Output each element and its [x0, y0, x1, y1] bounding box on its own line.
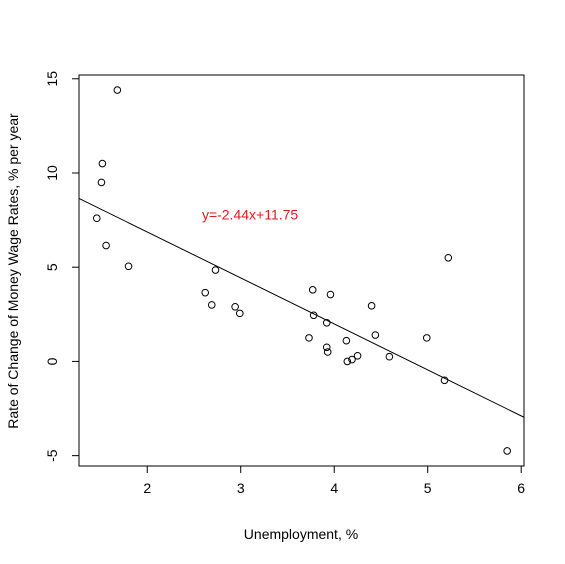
data-point: [440, 376, 449, 385]
data-point: [342, 336, 351, 345]
data-point: [308, 286, 317, 294]
data-point: [353, 351, 362, 360]
data-point: [211, 266, 220, 274]
data-point: [201, 288, 210, 297]
data-point: [326, 290, 335, 299]
data-point: [124, 262, 133, 271]
data-point: [343, 357, 352, 366]
data-point: [367, 302, 376, 310]
data-point: [371, 331, 380, 339]
data-point: [385, 352, 394, 361]
x-tick-label: 6: [517, 480, 525, 496]
data-point: [98, 159, 107, 168]
data-point: [102, 241, 110, 250]
data-point: [235, 309, 244, 318]
y-tick-label: 15: [44, 71, 60, 87]
data-point: [231, 302, 239, 311]
x-tick-label: 3: [237, 480, 245, 496]
data-points: [92, 86, 511, 455]
data-point: [97, 178, 106, 187]
data-point: [444, 253, 453, 262]
data-point: [323, 348, 332, 356]
y-tick-label: 10: [44, 165, 60, 181]
data-point: [422, 334, 431, 342]
data-point: [322, 343, 331, 352]
x-axis-label: Unemployment, %: [244, 526, 358, 542]
plot-box: [78, 74, 525, 467]
y-axis-label: Rate of Change of Money Wage Rates, % pe…: [5, 113, 21, 429]
data-point: [503, 447, 511, 455]
annotations: y=-2.44x+11.75: [202, 206, 298, 222]
y-tick-label: 5: [44, 263, 60, 271]
x-tick-label: 4: [330, 480, 338, 496]
data-point: [207, 301, 216, 309]
y-axis: -5 0 5 10 15: [44, 71, 79, 462]
x-axis: 2 3 4 5 6: [143, 466, 525, 496]
x-tick-label: 5: [424, 480, 432, 496]
data-point: [348, 355, 356, 364]
regression-line-group: [78, 197, 525, 418]
x-tick-label: 2: [143, 480, 151, 496]
data-point: [309, 311, 318, 320]
data-point: [305, 334, 313, 342]
data-point: [113, 86, 122, 94]
regression-line: [78, 197, 525, 418]
y-tick-label: 0: [44, 357, 60, 365]
y-tick-label: -5: [44, 449, 60, 462]
regression-equation-label: y=-2.44x+11.75: [202, 206, 298, 222]
data-point: [92, 214, 101, 223]
data-point: [322, 318, 331, 327]
